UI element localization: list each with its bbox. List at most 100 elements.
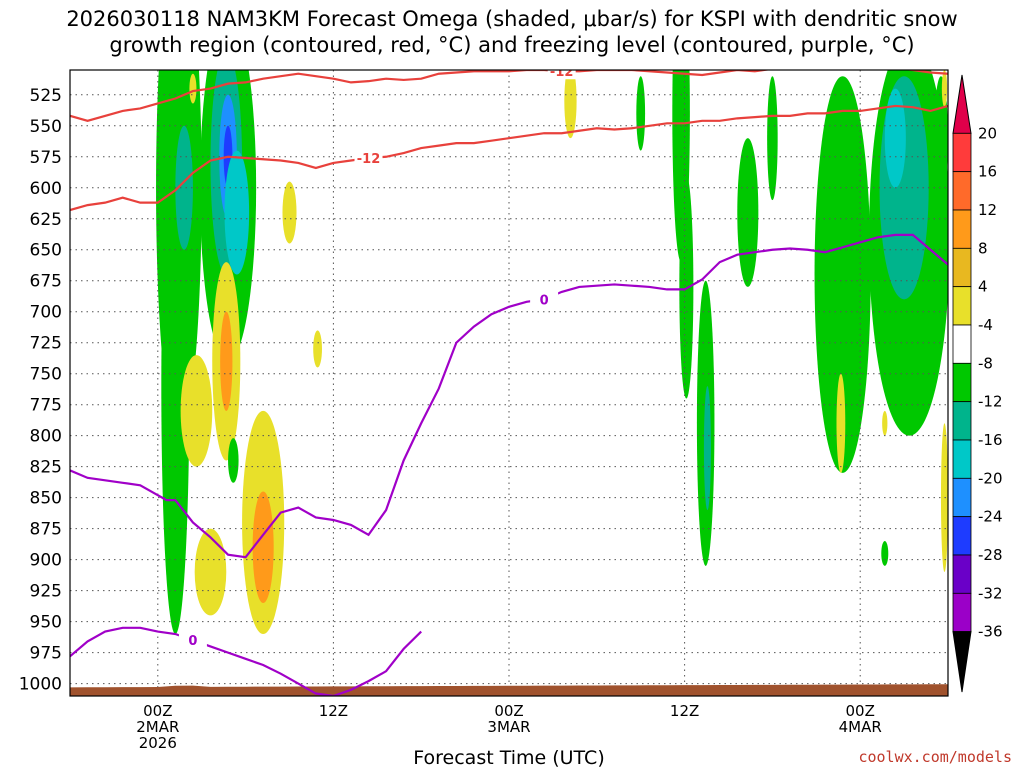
omega-shaded-region (220, 311, 233, 411)
y-axis: 525 550 575 600 625 650 675 700 725 750 775 800 825 8… (19, 86, 62, 695)
colorbar-segment (952, 439, 972, 479)
x-tick-label: 3MAR (487, 718, 530, 736)
contour-label-bg (178, 632, 207, 649)
chart-title: 2026030118 NAM3KM Forecast Omega (shaded… (66, 7, 957, 57)
colorbar-label: 16 (978, 163, 997, 181)
x-axis-label: Forecast Time (UTC) (413, 747, 604, 768)
colorbar-segment (952, 171, 972, 211)
chart-title-line-1: 2026030118 NAM3KM Forecast Omega (shaded… (66, 7, 957, 31)
colorbar-label: -12 (978, 393, 1003, 411)
y-tick-label: 650 (30, 241, 62, 261)
colorbar-bottom-arrow (952, 631, 972, 693)
y-tick-label: 975 (30, 644, 62, 664)
omega-shaded-region (194, 528, 227, 616)
y-tick-label: 950 (30, 613, 62, 633)
colorbar-segment (952, 592, 972, 633)
contour-label: 0 (540, 293, 549, 308)
colorbar-label: -16 (978, 431, 1003, 449)
colorbar-segment (952, 477, 972, 518)
colorbar-label: 8 (978, 239, 988, 257)
y-tick-label: 825 (30, 458, 62, 478)
terrain-fill (70, 684, 948, 696)
x-tick-label: 12Z (319, 702, 348, 720)
y-tick-label: 1000 (19, 675, 62, 695)
contour-line (70, 104, 948, 212)
colorbar-label: 12 (978, 201, 997, 219)
colorbar-label: -28 (978, 546, 1003, 564)
x-tick-label: 00Z (494, 702, 523, 720)
y-tick-label: 600 (30, 179, 62, 199)
x-tick-label: 2MAR (136, 718, 179, 736)
x-tick-label: 00Z (846, 702, 875, 720)
colorbar-top-arrow (952, 74, 972, 134)
colorbar-segment (952, 324, 972, 364)
omega-shaded-region (282, 181, 297, 244)
x-tick-label: 4MAR (839, 718, 882, 736)
colorbar-segment (952, 286, 972, 326)
x-tick-label: 12Z (670, 702, 699, 720)
contour-label-bg (547, 70, 576, 80)
plot-frame (69, 69, 949, 697)
omega-shaded-region (940, 423, 948, 573)
colorbar-segment (952, 401, 972, 441)
omega-shaded-region (882, 410, 888, 436)
colorbar-segment (952, 209, 972, 249)
y-tick-label: 550 (30, 117, 62, 137)
colorbar-label: -8 (978, 354, 993, 372)
y-tick-label: 900 (30, 551, 62, 571)
y-tick-label: 725 (30, 334, 62, 354)
contour-label: 0 (188, 634, 197, 649)
contour-line (70, 233, 948, 559)
contour-label: -12 (357, 152, 381, 167)
omega-shaded-region (703, 386, 711, 511)
x-tick-label: 2026 (139, 734, 177, 752)
omega-shaded-region (564, 70, 577, 139)
omega-shaded-region (836, 373, 846, 473)
omega-shaded-region (224, 150, 250, 275)
contour-label-bg (530, 291, 559, 308)
y-tick-label: 925 (30, 582, 62, 602)
y-tick-label: 800 (30, 427, 62, 447)
contour-line (70, 70, 948, 122)
omega-shaded-region (636, 76, 646, 151)
colorbar-label: 4 (978, 278, 988, 296)
colorbar-label: -4 (978, 316, 993, 334)
colorbar: 20 16 12 8 4 -4 -8 -12 -16 -20 -24 -28 -32 -36 (952, 74, 1003, 693)
colorbar-segment (952, 516, 972, 556)
colorbar-label: -32 (978, 584, 1003, 602)
y-tick-label: 750 (30, 365, 62, 385)
y-tick-label: 675 (30, 272, 62, 292)
y-tick-label: 575 (30, 148, 62, 168)
omega-shaded-region (180, 355, 213, 467)
omega-shaded-region (941, 70, 948, 108)
chart-title-line-2: growth region (contoured, red, °C) and f… (109, 33, 914, 57)
colorbar-label: 20 (978, 124, 997, 142)
colorbar-segment (952, 132, 972, 173)
omega-shaded-region (175, 125, 193, 250)
omega-shaded-region (228, 438, 239, 483)
colorbar-segment (952, 362, 972, 403)
contour-lines: -12 -12 0 0 (70, 65, 948, 696)
contour-line (70, 626, 422, 696)
y-tick-label: 850 (30, 489, 62, 509)
y-tick-label: 775 (30, 396, 62, 416)
omega-shaded-region (737, 138, 759, 287)
plot-area: -12 -12 0 0 (69, 65, 949, 697)
y-tick-label: 700 (30, 303, 62, 323)
colorbar-label: -36 (978, 623, 1003, 641)
y-tick-label: 525 (30, 86, 62, 106)
omega-shaded-region (679, 175, 694, 399)
colorbar-segment (952, 554, 972, 594)
omega-shaded-region (767, 76, 778, 201)
colorbar-label: -24 (978, 508, 1003, 526)
contour-label: -12 (550, 65, 574, 80)
contour-label-bg (354, 150, 383, 167)
omega-shaded-region (252, 491, 274, 604)
omega-shaded-region (189, 73, 197, 104)
x-tick-label: 00Z (143, 702, 172, 720)
omega-shaded-region (313, 330, 322, 368)
omega-shaded-region (881, 541, 889, 566)
colorbar-segment (952, 247, 972, 288)
